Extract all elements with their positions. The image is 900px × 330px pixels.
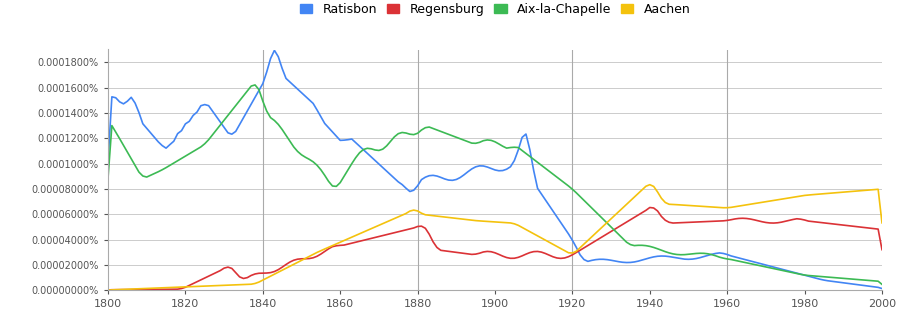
Ratisbon bbox=[431, 174, 442, 178]
Aix-la-Chapelle bbox=[106, 124, 117, 128]
Regensburg bbox=[103, 288, 113, 292]
Aix-la-Chapelle bbox=[431, 128, 442, 132]
Regensburg bbox=[428, 240, 438, 244]
Aix-la-Chapelle bbox=[814, 275, 825, 279]
Aachen bbox=[520, 228, 531, 232]
Aix-la-Chapelle bbox=[172, 159, 183, 163]
Regensburg bbox=[877, 248, 887, 252]
Aachen bbox=[385, 218, 396, 222]
Regensburg bbox=[520, 252, 531, 256]
Regensburg bbox=[814, 220, 825, 224]
Regensburg bbox=[172, 287, 183, 291]
Ratisbon bbox=[877, 286, 887, 290]
Aachen bbox=[877, 221, 887, 225]
Aachen bbox=[106, 288, 117, 292]
Aachen bbox=[644, 183, 655, 187]
Ratisbon bbox=[103, 160, 113, 164]
Line: Regensburg: Regensburg bbox=[108, 208, 882, 290]
Aix-la-Chapelle bbox=[877, 282, 887, 286]
Aachen bbox=[172, 285, 183, 289]
Regensburg bbox=[644, 206, 655, 210]
Ratisbon bbox=[106, 95, 117, 99]
Aix-la-Chapelle bbox=[249, 83, 260, 87]
Line: Ratisbon: Ratisbon bbox=[108, 50, 882, 288]
Aachen bbox=[428, 214, 438, 218]
Line: Aachen: Aachen bbox=[108, 185, 882, 290]
Aachen bbox=[814, 192, 825, 196]
Ratisbon bbox=[525, 148, 535, 152]
Regensburg bbox=[106, 288, 117, 292]
Ratisbon bbox=[269, 49, 280, 52]
Regensburg bbox=[385, 232, 396, 236]
Legend: Ratisbon, Regensburg, Aix-la-Chapelle, Aachen: Ratisbon, Regensburg, Aix-la-Chapelle, A… bbox=[300, 3, 690, 16]
Aix-la-Chapelle bbox=[389, 135, 400, 139]
Line: Aix-la-Chapelle: Aix-la-Chapelle bbox=[108, 85, 882, 284]
Aix-la-Chapelle bbox=[525, 154, 535, 158]
Ratisbon bbox=[389, 176, 400, 180]
Ratisbon bbox=[814, 277, 825, 281]
Aix-la-Chapelle bbox=[103, 177, 113, 181]
Aachen bbox=[103, 288, 113, 292]
Ratisbon bbox=[172, 132, 183, 136]
